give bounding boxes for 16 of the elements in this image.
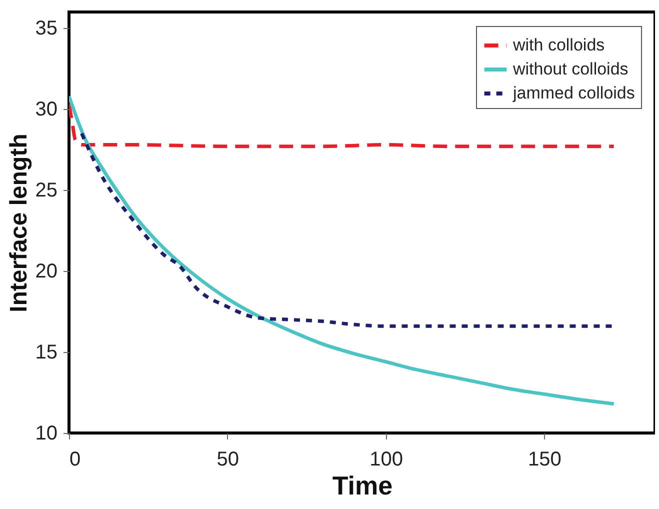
x-tick-label: 0 [70, 448, 81, 470]
y-tick-label: 10 [35, 422, 58, 444]
y-tick-label: 30 [35, 98, 58, 121]
legend-label: with colloids [512, 36, 605, 54]
x-tick-label: 50 [216, 448, 240, 470]
line-series [69, 102, 616, 148]
y-axis-title: Interface length [5, 134, 32, 312]
y-tick-label: 20 [35, 260, 58, 283]
x-tick-label: 100 [370, 448, 403, 470]
y-tick-label: 35 [35, 18, 58, 40]
y-tick-label: 15 [35, 342, 58, 364]
y-tick-label: 25 [35, 180, 58, 202]
x-tick-label: 150 [528, 448, 562, 470]
x-axis-title: Time [332, 470, 393, 500]
legend-label: jammed colloids [512, 84, 635, 102]
legend-label: without colloids [512, 60, 628, 78]
